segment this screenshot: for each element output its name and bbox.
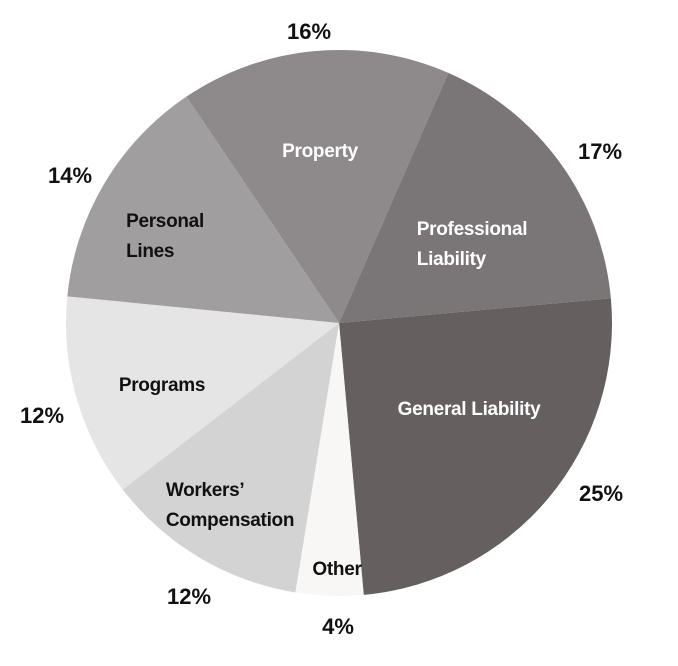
pie-slice bbox=[67, 96, 339, 323]
slice-label: General Liability bbox=[397, 399, 541, 420]
percent-label: 12% bbox=[19, 403, 65, 428]
slice-label: Workers’ Compensation bbox=[165, 480, 295, 531]
pie-slice bbox=[186, 49, 449, 323]
pie-slice bbox=[122, 323, 339, 593]
pie-slice bbox=[339, 72, 611, 323]
pie-slice bbox=[66, 296, 340, 490]
slice-label: Property bbox=[282, 141, 358, 162]
percent-label: 4% bbox=[322, 614, 354, 639]
slice-label: Personal Lines bbox=[126, 211, 204, 262]
percent-label: 12% bbox=[166, 584, 212, 609]
percent-label: 14% bbox=[47, 163, 93, 188]
slice-label: Other bbox=[312, 559, 362, 580]
pie-slice bbox=[339, 298, 613, 595]
percent-label: 16% bbox=[286, 19, 332, 44]
percent-label: 17% bbox=[577, 139, 623, 164]
slice-label: Professional Liability bbox=[416, 219, 528, 270]
percent-label: 25% bbox=[578, 481, 624, 506]
slice-label: Programs bbox=[118, 375, 206, 396]
pie-slice bbox=[295, 323, 364, 596]
